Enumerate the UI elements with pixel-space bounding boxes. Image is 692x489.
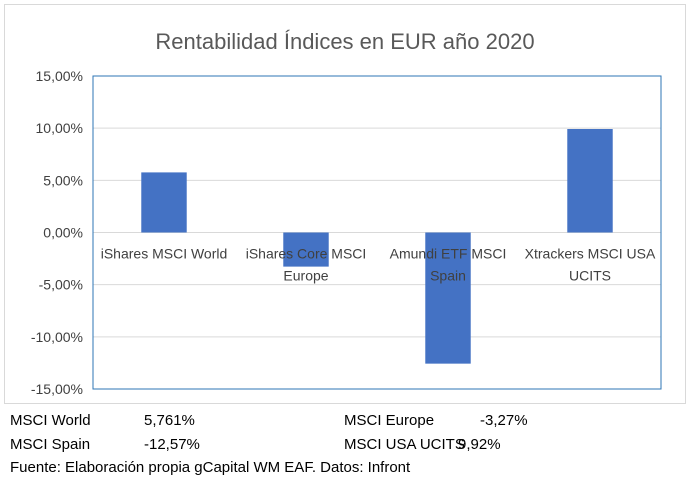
chart-frame: Rentabilidad Índices en EUR año 2020 iSh… <box>4 4 686 404</box>
y-tick-label: -5,00% <box>39 277 83 293</box>
bar <box>567 129 613 233</box>
footer-value-msci-spain: -12,57% <box>144 436 200 453</box>
footer-value-msci-usa-ucits: 9,92% <box>458 436 501 453</box>
bar <box>425 232 471 364</box>
bar <box>283 232 329 267</box>
category-label: Spain <box>430 268 466 284</box>
category-label: Europe <box>283 268 328 284</box>
bars <box>141 129 613 364</box>
y-tick-label: 10,00% <box>36 120 83 136</box>
y-tick-label: -15,00% <box>31 381 83 397</box>
footer-label-msci-spain: MSCI Spain <box>10 436 91 453</box>
y-tick-label: 15,00% <box>36 68 83 84</box>
category-labels: iShares MSCI World iShares Core MSCI Europ… <box>101 246 656 284</box>
y-tick-label: 5,00% <box>43 172 83 188</box>
footer-label-msci-world: MSCI World <box>10 412 91 429</box>
category-label: iShares Core MSCI <box>246 246 367 262</box>
plot-area-border <box>92 75 662 390</box>
y-tick-label: -10,00% <box>31 329 83 345</box>
y-tick-label: 0,00% <box>43 225 83 241</box>
bar-chart: Rentabilidad Índices en EUR año 2020 iSh… <box>31 29 662 397</box>
chart-title: Rentabilidad Índices en EUR año 2020 <box>155 29 534 54</box>
footer-value-msci-europe: -3,27% <box>480 412 528 429</box>
category-label: iShares MSCI World <box>101 246 228 262</box>
category-label: Amundi ETF MSCI <box>390 246 507 262</box>
category-label: Xtrackers MSCI USA <box>525 246 656 262</box>
category-label: UCITS <box>569 268 611 284</box>
bar <box>141 172 187 233</box>
footer-value-msci-world: 5,761% <box>144 412 195 429</box>
source-note: Fuente: Elaboración propia gCapital WM E… <box>10 459 411 476</box>
footer-label-msci-usa-ucits: MSCI USA UCITS <box>344 436 465 453</box>
footer-label-msci-europe: MSCI Europe <box>344 412 435 429</box>
y-axis-tick-labels: 15,00% 10,00% 5,00% 0,00% -5,00% -10,00% -15,0… <box>31 68 83 397</box>
